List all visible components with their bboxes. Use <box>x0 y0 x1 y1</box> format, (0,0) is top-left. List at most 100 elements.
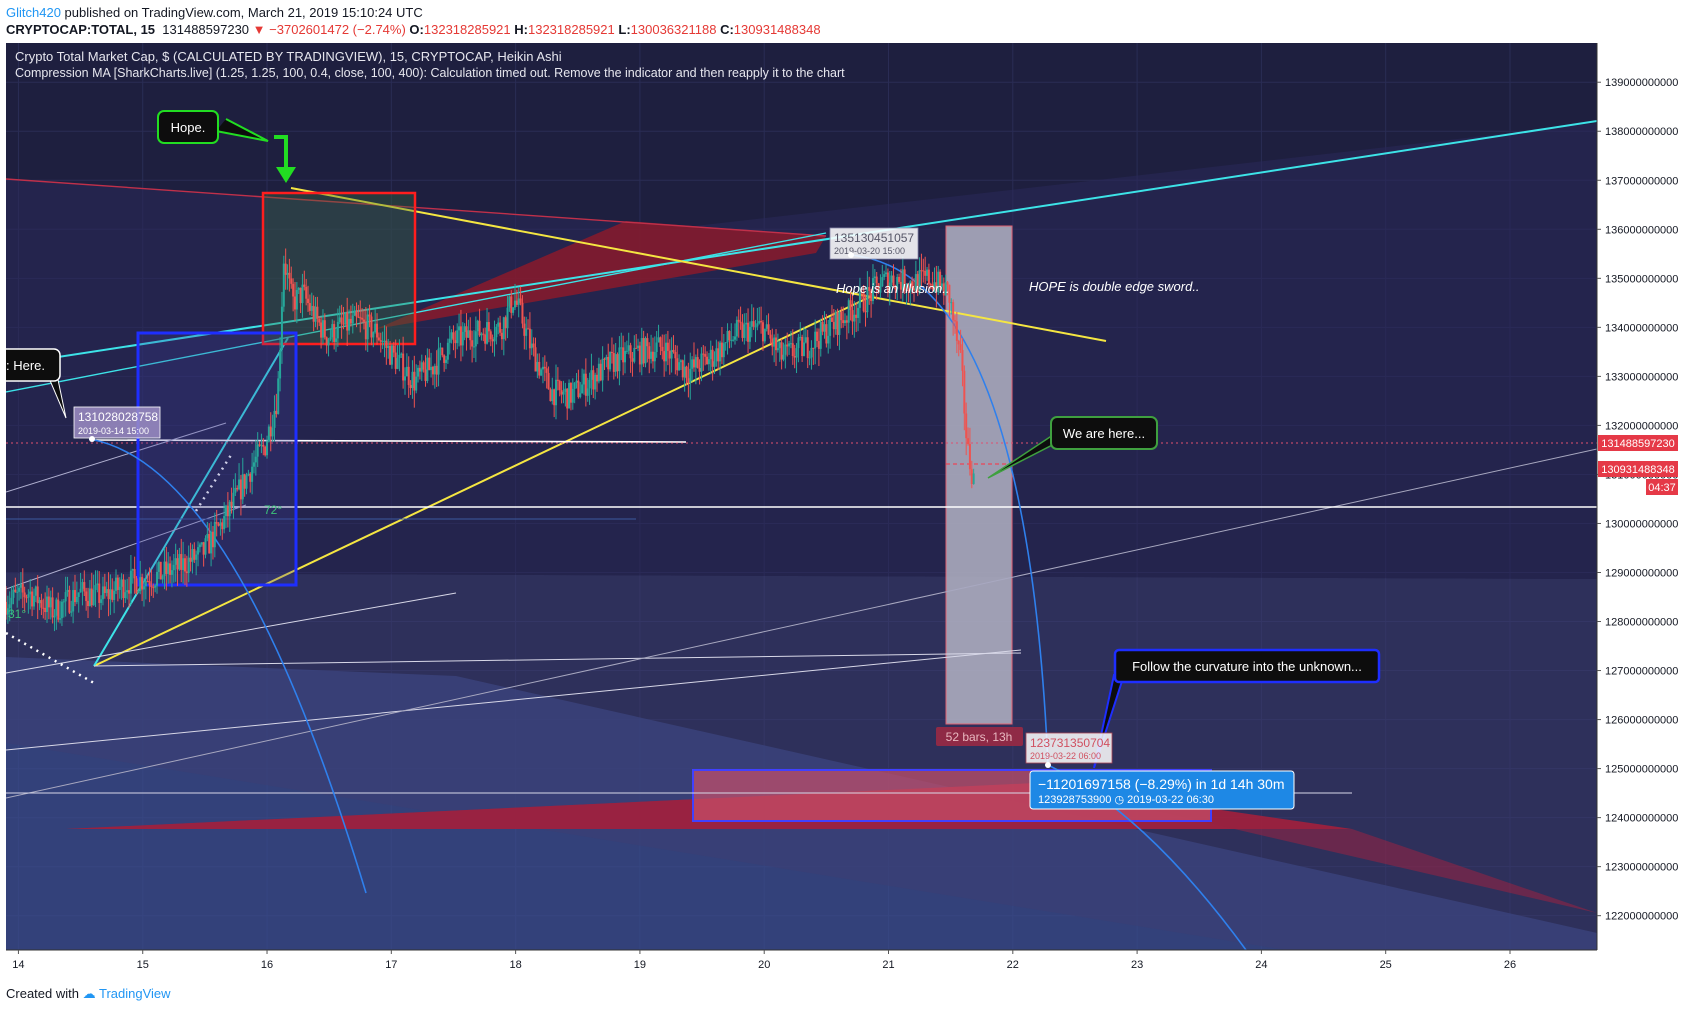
blue-highlight-box[interactable] <box>136 331 298 587</box>
red-upper-wedge <box>376 221 826 329</box>
bars-range-label[interactable] <box>936 727 1023 746</box>
pitchfork-line-1[interactable] <box>6 422 227 493</box>
candle-body <box>204 538 207 555</box>
candle-body <box>275 410 278 415</box>
candle-body <box>730 339 733 341</box>
candle-body <box>491 339 494 342</box>
candle-body <box>394 352 397 369</box>
follow-callout-text: Follow the curvature into the unknown... <box>1132 659 1362 674</box>
author-name[interactable]: Glitch420 <box>6 5 61 20</box>
follow-callout[interactable] <box>1113 648 1381 684</box>
candle-body <box>387 345 390 348</box>
candle-body <box>320 322 323 338</box>
candle-body <box>776 348 779 351</box>
white-flat-line[interactable] <box>93 652 1022 667</box>
tradingview-link[interactable]: TradingView <box>99 986 171 1001</box>
candle-body <box>36 586 39 604</box>
candle-body <box>185 571 188 574</box>
price-callout-2[interactable] <box>829 227 919 260</box>
open-value: 132318285921 <box>423 22 511 37</box>
candle-body <box>623 350 626 363</box>
here-callout[interactable] <box>0 348 61 382</box>
candle-body <box>638 345 641 365</box>
measure-range-box[interactable] <box>945 225 1013 725</box>
candle-body <box>765 324 768 329</box>
candle-body <box>655 342 658 353</box>
price-callout-3[interactable] <box>1025 732 1113 764</box>
candle-body <box>124 592 127 599</box>
tradingview-logo-icon[interactable]: ☁ <box>82 986 96 1001</box>
curve-main[interactable] <box>850 254 1049 766</box>
candle-body <box>165 561 168 574</box>
candle-body <box>944 282 947 296</box>
candle-body <box>176 558 179 570</box>
candle-body <box>377 337 380 341</box>
price-tick-label: 132000000000 <box>1605 420 1678 432</box>
candle-body <box>390 345 393 365</box>
candle-body <box>965 413 968 439</box>
candle-body <box>644 338 647 364</box>
candle-body <box>293 296 296 310</box>
curve-left[interactable] <box>88 438 367 894</box>
candles[interactable] <box>6 248 975 632</box>
hope-illusion-note[interactable]: Hope is an Illusion.. <box>836 281 949 296</box>
candle-body <box>594 374 597 390</box>
candle-body <box>784 344 787 355</box>
footer: Created with ☁ TradingView <box>6 986 171 1002</box>
candle-body <box>370 316 373 338</box>
candle-body <box>530 343 533 349</box>
candle-body <box>778 342 781 349</box>
candle-body <box>568 382 571 409</box>
hope-callout[interactable] <box>157 110 219 144</box>
candle-body <box>499 322 502 333</box>
yellow-trendline-down[interactable] <box>290 187 1107 342</box>
price-callout-1[interactable] <box>73 406 161 439</box>
candle-body <box>553 389 556 406</box>
candle-body <box>752 321 755 327</box>
candle-body <box>152 587 155 589</box>
time-tick-label: 17 <box>385 959 397 971</box>
time-axis[interactable]: 14 15 16 17 18 19 20 21 22 23 24 25 26 <box>12 950 1516 971</box>
down-arrow-icon: ▼ <box>252 22 266 37</box>
dotted-line-left[interactable] <box>6 631 95 685</box>
candle-body <box>338 317 341 322</box>
we-are-here-callout[interactable] <box>1050 416 1158 450</box>
candle-body <box>788 343 791 347</box>
time-tick-label: 24 <box>1255 959 1267 971</box>
candle-body <box>450 332 453 339</box>
candle-body <box>107 589 110 600</box>
white-level-line[interactable] <box>93 439 687 443</box>
price-tick-label: 139000000000 <box>1605 77 1678 89</box>
candle-body <box>295 290 298 310</box>
price-chart[interactable]: Hope. : Here. We are here... Follow the … <box>0 43 1690 976</box>
cyan-steep-line[interactable] <box>93 337 289 667</box>
candle-body <box>49 597 52 608</box>
candle-body <box>907 289 910 291</box>
price-axis[interactable]: 139000000000 138000000000 137000000000 1360… <box>1597 77 1678 923</box>
candle-body <box>228 501 231 517</box>
white-diag-line-1[interactable] <box>6 649 1022 751</box>
time-tick-label: 22 <box>1007 959 1019 971</box>
cyan-upper-trendline[interactable] <box>6 120 1597 366</box>
candle-body <box>506 307 509 329</box>
candle-body <box>454 340 457 344</box>
candle-body <box>456 330 459 344</box>
candle-body <box>53 615 56 618</box>
candle-body <box>101 586 104 600</box>
candle-body <box>847 300 850 323</box>
yellow-trendline-up[interactable] <box>93 294 875 667</box>
chart-frame[interactable]: Hope. : Here. We are here... Follow the … <box>0 43 1690 976</box>
candle-body <box>129 570 132 594</box>
candle-body <box>146 580 149 582</box>
white-diag-line-3[interactable] <box>6 592 457 674</box>
candle-body <box>486 322 489 344</box>
candle-body <box>519 298 522 303</box>
candle-body <box>961 350 964 371</box>
candle-body <box>857 307 860 318</box>
double-edge-note[interactable]: HOPE is double edge sword.. <box>1029 279 1200 294</box>
candle-body <box>431 366 434 375</box>
candle-body <box>77 592 80 597</box>
candle-body <box>284 263 287 275</box>
measure-tooltip[interactable] <box>1029 770 1295 810</box>
candle-body <box>967 438 970 444</box>
